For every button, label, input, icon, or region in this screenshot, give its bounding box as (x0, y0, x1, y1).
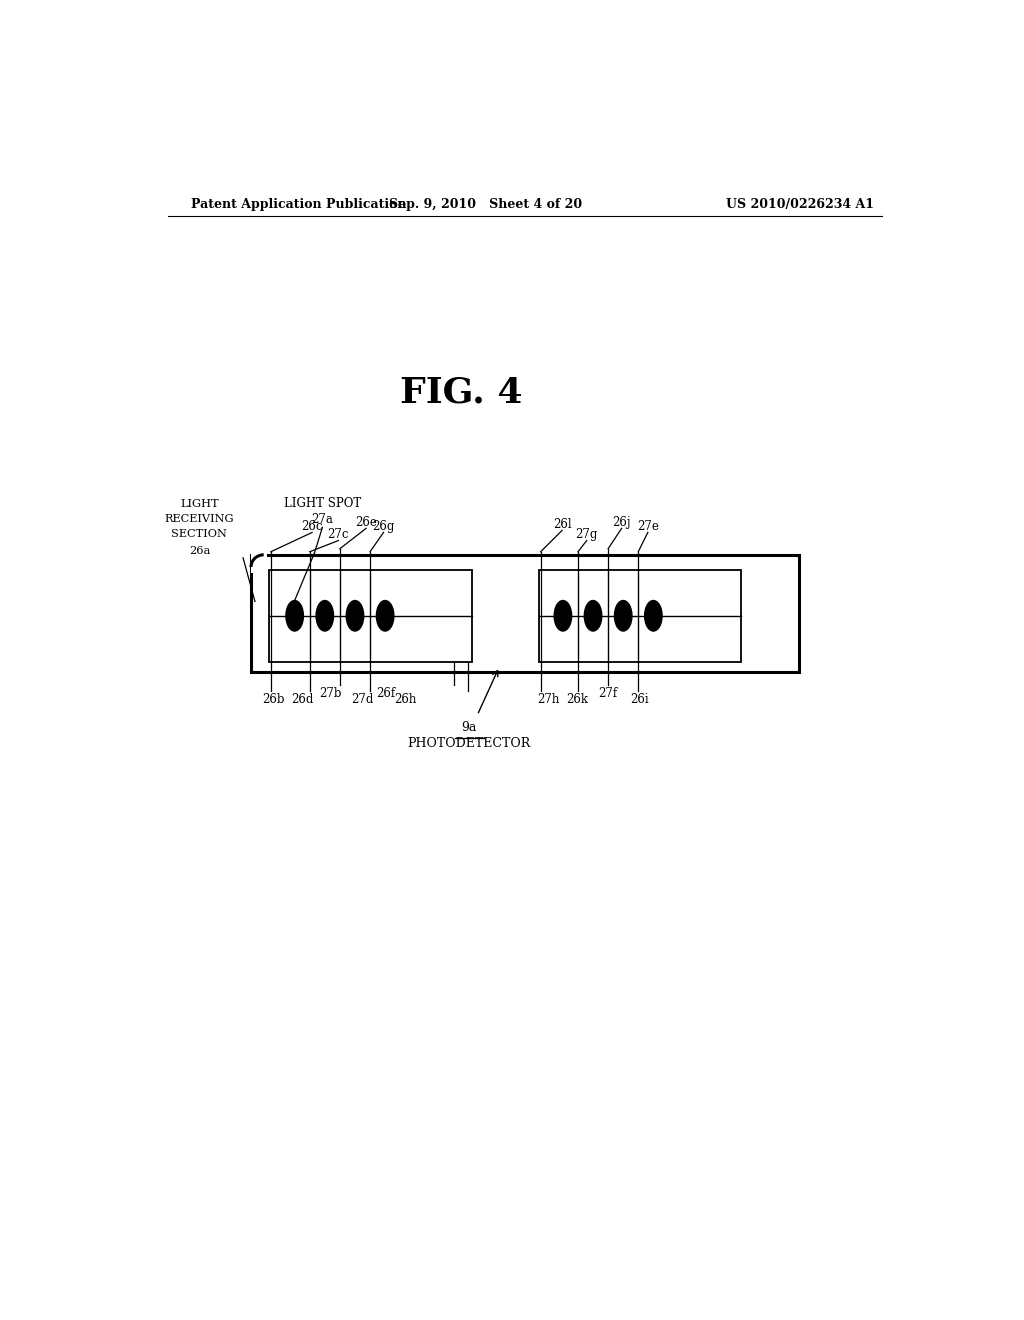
Ellipse shape (377, 601, 394, 631)
Text: 27e: 27e (637, 520, 658, 533)
Text: 26l: 26l (553, 517, 571, 531)
Ellipse shape (585, 601, 602, 631)
Text: 27b: 27b (319, 686, 342, 700)
Text: SECTION: SECTION (171, 529, 227, 540)
Ellipse shape (554, 601, 571, 631)
Ellipse shape (346, 601, 364, 631)
Ellipse shape (614, 601, 632, 631)
Text: FIG. 4: FIG. 4 (400, 375, 522, 409)
Bar (251, 554, 799, 672)
Text: 27h: 27h (538, 693, 560, 706)
Text: 26b: 26b (262, 693, 285, 706)
Bar (269, 570, 472, 661)
Text: US 2010/0226234 A1: US 2010/0226234 A1 (726, 198, 873, 211)
Text: 27a: 27a (311, 512, 334, 525)
Text: 26a: 26a (188, 545, 210, 556)
Ellipse shape (286, 601, 303, 631)
Text: 26j: 26j (612, 516, 631, 529)
Bar (251, 553, 267, 573)
Text: LIGHT SPOT: LIGHT SPOT (284, 498, 361, 511)
Text: 27f: 27f (598, 686, 616, 700)
Text: 26c: 26c (301, 520, 323, 533)
Ellipse shape (316, 601, 334, 631)
Text: 26d: 26d (292, 693, 313, 706)
Text: 26g: 26g (373, 520, 394, 533)
Text: 27g: 27g (575, 528, 598, 541)
Text: Patent Application Publication: Patent Application Publication (191, 198, 407, 211)
Text: RECEIVING: RECEIVING (165, 515, 234, 524)
Text: 26i: 26i (631, 693, 649, 706)
Text: 27c: 27c (328, 528, 349, 541)
Text: 26k: 26k (566, 693, 588, 706)
Text: Sep. 9, 2010   Sheet 4 of 20: Sep. 9, 2010 Sheet 4 of 20 (388, 198, 582, 211)
Bar (539, 570, 741, 661)
Text: 26e: 26e (355, 516, 377, 529)
Text: 9a: 9a (462, 721, 477, 734)
Text: 26h: 26h (394, 693, 417, 706)
Text: 27d: 27d (351, 693, 374, 706)
Text: PHOTODETECTOR: PHOTODETECTOR (408, 738, 530, 750)
Text: LIGHT: LIGHT (180, 499, 219, 510)
Text: 26f: 26f (377, 686, 395, 700)
Ellipse shape (645, 601, 663, 631)
